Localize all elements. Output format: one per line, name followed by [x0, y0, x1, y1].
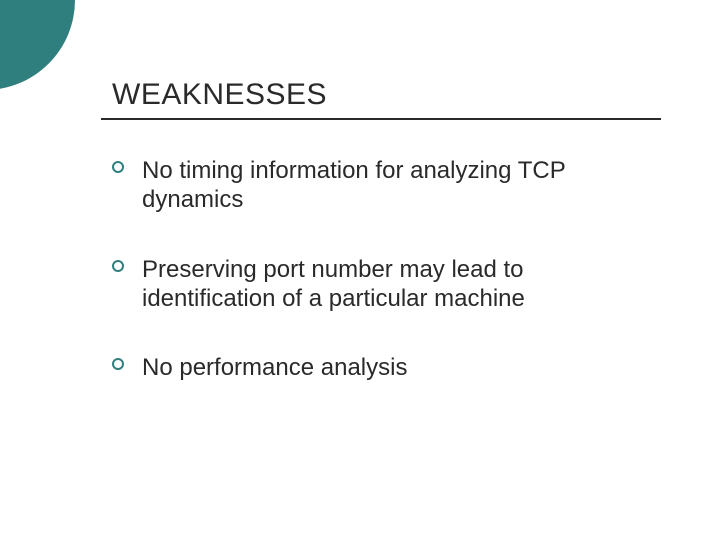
list-item: Preserving port number may lead to ident…: [112, 255, 632, 314]
bullet-icon: [112, 161, 124, 173]
bullet-icon: [112, 358, 124, 370]
bullet-list: No timing information for analyzing TCP …: [112, 156, 632, 382]
bullet-icon: [112, 260, 124, 272]
slide-body: WEAKNESSES No timing information for ana…: [0, 0, 720, 540]
title-underline: [101, 118, 661, 120]
list-item: No performance analysis: [112, 353, 632, 382]
list-item: No timing information for analyzing TCP …: [112, 156, 632, 215]
list-item-text: No timing information for analyzing TCP …: [142, 157, 565, 213]
slide-title: WEAKNESSES: [112, 78, 660, 112]
list-item-text: No performance analysis: [142, 354, 407, 381]
list-item-text: Preserving port number may lead to ident…: [142, 256, 525, 312]
